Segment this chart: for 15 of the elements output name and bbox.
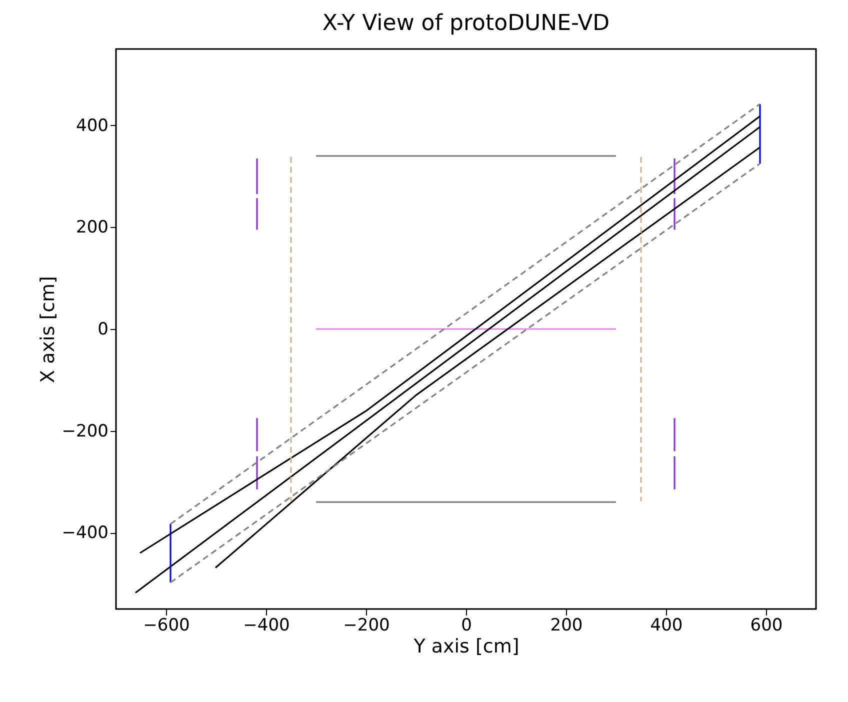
- x-tick-label: 0: [461, 616, 472, 636]
- y-tick-label: 0: [98, 320, 108, 340]
- chart-title: X-Y View of protoDUNE-VD: [322, 11, 610, 36]
- y-tick-label: 200: [76, 218, 108, 238]
- x-tick-label: 200: [550, 616, 583, 636]
- y-tick-label: 400: [76, 116, 108, 136]
- x-tick-label: −600: [143, 616, 190, 636]
- y-tick-label: −200: [62, 421, 108, 442]
- x-tick-label: 400: [650, 616, 683, 636]
- y-axis-title: X axis [cm]: [36, 276, 59, 383]
- x-tick-label: −400: [243, 616, 290, 636]
- y-tick-label: −400: [62, 523, 108, 544]
- x-tick-label: 600: [750, 616, 783, 636]
- x-axis-title: Y axis [cm]: [412, 636, 520, 658]
- x-tick-label: −200: [343, 616, 390, 636]
